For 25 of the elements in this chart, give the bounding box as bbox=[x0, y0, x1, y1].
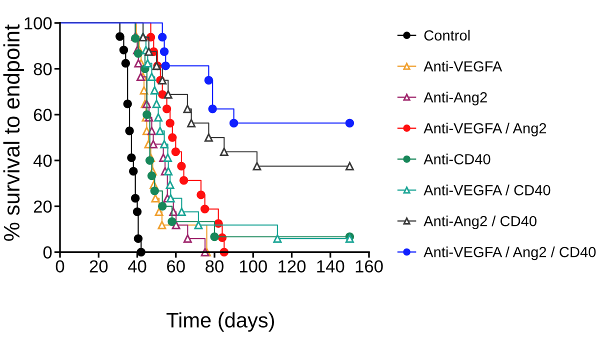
x-tick-label: 20 bbox=[90, 260, 108, 272]
y-tick-label: 60 bbox=[34, 108, 52, 122]
legend-label: Anti-VEGFA / Ang2 / CD40 bbox=[424, 246, 596, 260]
y-tick-label: 100 bbox=[24, 17, 52, 30]
legend-label: Anti-Ang2 / CD40 bbox=[424, 216, 536, 230]
y-tick-label: 40 bbox=[33, 154, 52, 167]
legend-label: Anti-VEGFA / CD40 bbox=[424, 184, 550, 196]
x-tick-label: 120 bbox=[278, 260, 306, 272]
x-tick-label: 160 bbox=[356, 260, 383, 272]
x-tick-label: 80 bbox=[206, 260, 224, 272]
legend-label: Anti-VEGFA bbox=[424, 60, 502, 72]
x-axis-title: Time (days) bbox=[166, 312, 274, 332]
legend-label: Anti-CD40 bbox=[424, 154, 490, 164]
x-tick-label: 40 bbox=[128, 260, 146, 272]
y-axis-title: % survival to endpoint bbox=[3, 24, 24, 241]
x-tick-label: 100 bbox=[240, 260, 267, 272]
x-tick-label: 60 bbox=[167, 260, 185, 272]
y-tick-label: 20 bbox=[34, 200, 52, 213]
y-tick-label: 0 bbox=[43, 246, 52, 259]
legend-label: Anti-Ang2 bbox=[424, 92, 487, 106]
legend-label: Anti-VEGFA / Ang2 bbox=[424, 122, 546, 136]
x-tick-label: 140 bbox=[317, 260, 344, 272]
x-tick-label: 0 bbox=[56, 260, 64, 272]
legend-label: Control bbox=[424, 30, 470, 41]
y-tick-label: 80 bbox=[34, 62, 52, 76]
